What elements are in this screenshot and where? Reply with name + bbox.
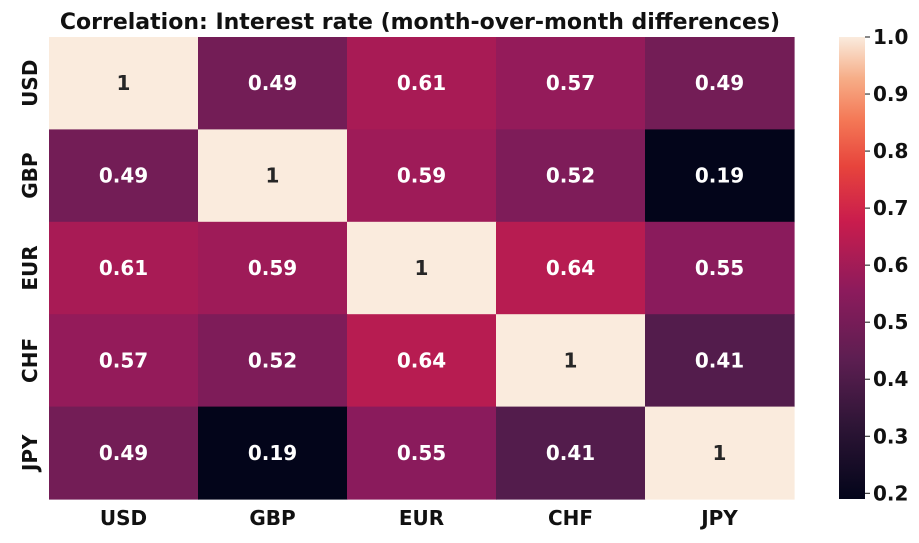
cell-value-label: 0.55 (695, 256, 744, 280)
cell-value-label: 1 (117, 71, 131, 95)
heatmap-cell (645, 221, 795, 315)
heatmap-cell (645, 314, 795, 408)
heatmap-cell (49, 129, 199, 223)
cell-value-label: 1 (564, 348, 578, 372)
heatmap-cell (645, 129, 795, 223)
cell-value-label: 0.55 (397, 441, 446, 465)
cell-value-label: 0.64 (397, 348, 446, 372)
colorbar-tick-label: 0.2 (873, 481, 908, 505)
cell-value-label: 0.59 (248, 256, 297, 280)
colorbar-tick-label: 0.3 (873, 424, 908, 448)
cell-value-label: 0.57 (99, 348, 148, 372)
cell-value-label: 0.49 (99, 441, 148, 465)
cell-value-label: 0.52 (248, 348, 297, 372)
cell-value-label: 0.19 (695, 164, 744, 188)
cell-value-label: 0.61 (397, 71, 446, 95)
x-tick-label: JPY (699, 506, 738, 530)
cell-value-label: 0.59 (397, 164, 446, 188)
colorbar-tick-label: 0.5 (873, 310, 908, 334)
colorbar-tick-label: 0.6 (873, 253, 908, 277)
cell-value-label: 1 (415, 256, 429, 280)
heatmap-cell (198, 37, 348, 130)
cell-value-label: 0.49 (695, 71, 744, 95)
colorbar-tick-label: 0.8 (873, 139, 908, 163)
heatmap-cell (49, 406, 199, 500)
heatmap-cell (198, 221, 348, 315)
heatmap-cell (49, 314, 199, 408)
y-tick-label: CHF (18, 338, 42, 383)
x-axis-tick-labels: USD GBP EUR CHF JPY (100, 506, 738, 530)
x-tick-label: USD (100, 506, 147, 530)
heatmap-cell (496, 129, 646, 223)
cell-value-label: 0.61 (99, 256, 148, 280)
y-tick-label: GBP (18, 152, 42, 198)
heatmap-cell (496, 406, 646, 500)
y-tick-label: USD (18, 60, 42, 107)
colorbar-tick-label: 1.0 (873, 25, 908, 49)
cell-value-label: 0.41 (695, 348, 744, 372)
heatmap-cell (347, 406, 497, 500)
colorbar-tick-label: 0.9 (873, 82, 908, 106)
x-tick-label: EUR (399, 506, 444, 530)
cell-value-label: 0.52 (546, 164, 595, 188)
cell-value-label: 0.64 (546, 256, 595, 280)
heatmap-cell (198, 314, 348, 408)
cell-value-label: 1 (713, 441, 727, 465)
heatmap-cell (496, 37, 646, 130)
y-axis-tick-labels: USD GBP EUR CHF JPY (18, 60, 42, 474)
y-tick-label: EUR (18, 245, 42, 290)
heatmap-cell (347, 314, 497, 408)
colorbar-tick-label: 0.7 (873, 196, 908, 220)
heatmap-cell (49, 37, 199, 130)
heatmap-cells (49, 37, 795, 500)
colorbar-gradient (839, 37, 865, 499)
chart-title: Correlation: Interest rate (month-over-m… (60, 10, 780, 35)
heatmap-cell (49, 221, 199, 315)
y-tick-label: JPY (18, 434, 42, 473)
heatmap-cell (496, 221, 646, 315)
heatmap-cell (347, 221, 497, 315)
x-tick-label: CHF (548, 506, 593, 530)
heatmap-cell (645, 406, 795, 500)
heatmap-cell (496, 314, 646, 408)
heatmap-cell (347, 37, 497, 130)
cell-value-label: 0.57 (546, 71, 595, 95)
colorbar-tick-label: 0.4 (873, 367, 908, 391)
cell-value-label: 1 (266, 164, 280, 188)
cell-value-label: 0.41 (546, 441, 595, 465)
heatmap-cell (198, 129, 348, 223)
heatmap-cell-labels: 1 0.49 0.61 0.57 0.49 0.49 1 0.59 0.52 0.19 0.61 0.… (99, 71, 744, 465)
colorbar: 0.2 0.3 0.4 0.5 0.6 0.7 0.8 0.9 1.0 (839, 25, 908, 505)
cell-value-label: 0.49 (99, 164, 148, 188)
x-tick-label: GBP (249, 506, 295, 530)
cell-value-label: 0.19 (248, 441, 297, 465)
heatmap-cell (198, 406, 348, 500)
cell-value-label: 0.49 (248, 71, 297, 95)
heatmap-cell (347, 129, 497, 223)
heatmap-cell (645, 37, 795, 130)
